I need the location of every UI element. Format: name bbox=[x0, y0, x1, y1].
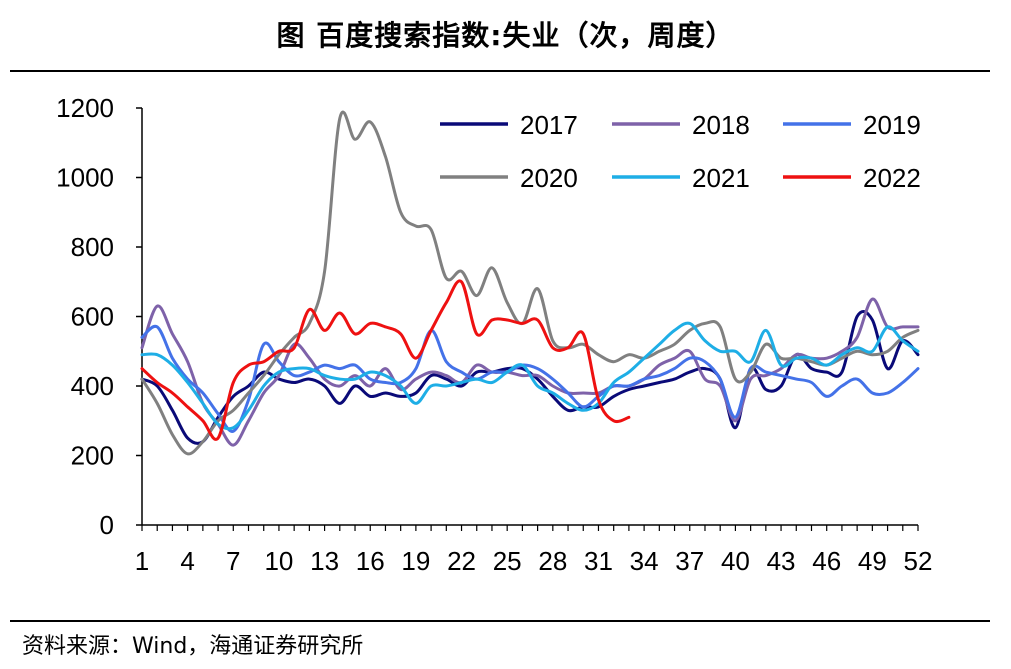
x-tick-label: 10 bbox=[264, 546, 293, 576]
chart-legend: 2017 2018 2019 2020 2021 2022 bbox=[440, 110, 921, 193]
chart-title: 图 百度搜索指数:失业（次，周度） bbox=[276, 19, 735, 52]
x-tick-label: 16 bbox=[356, 546, 385, 576]
legend-label-2022: 2022 bbox=[863, 163, 921, 193]
x-tick-label: 40 bbox=[721, 546, 750, 576]
x-tick-label: 13 bbox=[310, 546, 339, 576]
x-tick-label: 43 bbox=[767, 546, 796, 576]
x-tick-label: 34 bbox=[630, 546, 659, 576]
legend-label-2021: 2021 bbox=[692, 163, 750, 193]
y-tick-label: 400 bbox=[71, 371, 114, 401]
legend-label-2018: 2018 bbox=[692, 110, 750, 140]
x-tick-label: 25 bbox=[493, 546, 522, 576]
y-tick-label: 800 bbox=[71, 232, 114, 262]
series-line-2022 bbox=[140, 279, 631, 441]
x-tick-label: 4 bbox=[180, 546, 194, 576]
legend-label-2019: 2019 bbox=[863, 110, 921, 140]
y-tick-label: 0 bbox=[100, 510, 114, 540]
x-tick-label: 19 bbox=[401, 546, 430, 576]
x-tick-label: 49 bbox=[858, 546, 887, 576]
x-tick-label: 1 bbox=[135, 546, 149, 576]
y-tick-label: 1000 bbox=[56, 163, 114, 193]
y-tick-label: 1200 bbox=[56, 93, 114, 123]
chart-ticks: 0 200 400 600 800 1000 1200 1 4 7 10 13 16 19 22 25 28 31… bbox=[56, 93, 932, 576]
x-tick-label: 28 bbox=[538, 546, 567, 576]
legend-label-2020: 2020 bbox=[520, 163, 578, 193]
chart-series bbox=[140, 110, 920, 456]
x-tick-label: 22 bbox=[447, 546, 476, 576]
x-tick-label: 31 bbox=[584, 546, 613, 576]
x-tick-label: 46 bbox=[812, 546, 841, 576]
series-line-2019 bbox=[140, 324, 920, 433]
y-tick-label: 600 bbox=[71, 302, 114, 332]
series-line-2020 bbox=[140, 110, 920, 456]
x-tick-label: 7 bbox=[226, 546, 240, 576]
legend-label-2017: 2017 bbox=[520, 110, 578, 140]
series-line-2021 bbox=[140, 321, 920, 431]
y-tick-label: 200 bbox=[71, 441, 114, 471]
x-tick-label: 52 bbox=[904, 546, 933, 576]
source-note: 资料来源：Wind，海通证券研究所 bbox=[22, 634, 364, 659]
x-tick-label: 37 bbox=[675, 546, 704, 576]
top-rule bbox=[10, 70, 990, 72]
bottom-rule bbox=[10, 620, 990, 622]
